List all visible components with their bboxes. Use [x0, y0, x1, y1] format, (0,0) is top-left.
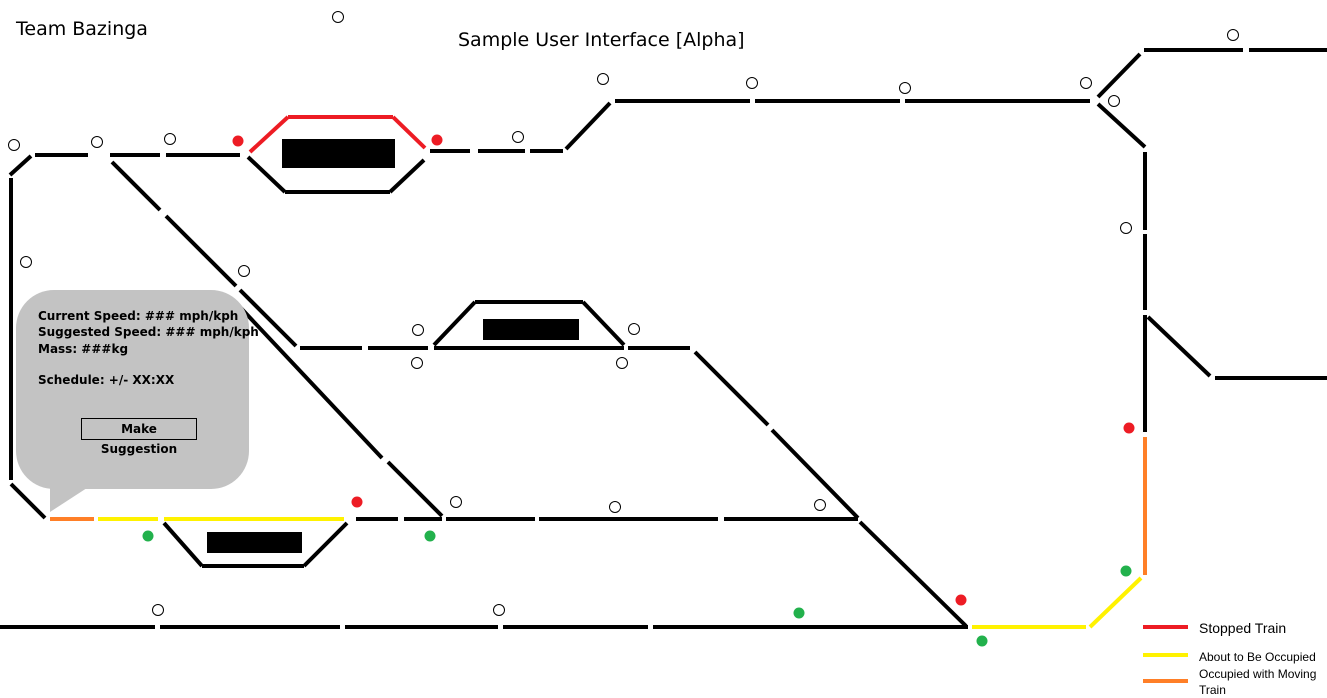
legend-about-label: About to Be Occupied — [1199, 650, 1316, 664]
station-platform[interactable] — [483, 319, 579, 340]
signal-empty-icon[interactable] — [20, 256, 32, 268]
track-segment — [236, 303, 384, 460]
track-segment — [564, 101, 612, 151]
track-segment — [391, 115, 427, 150]
station-platform[interactable] — [282, 139, 395, 168]
signal-empty-icon[interactable] — [332, 11, 344, 23]
signal-empty-icon[interactable] — [411, 357, 423, 369]
signal-empty-icon[interactable] — [1080, 77, 1092, 89]
track-segment — [9, 482, 47, 520]
track-segment — [110, 160, 162, 212]
signal-empty-icon[interactable] — [609, 501, 621, 513]
track-segment — [246, 155, 287, 194]
track-segment — [162, 521, 204, 568]
legend-moving-label: Occupied with Moving Train — [1199, 667, 1317, 697]
signal-red-icon[interactable] — [351, 496, 363, 508]
legend-stopped-label: Stopped Train — [1199, 620, 1287, 636]
signal-green-icon[interactable] — [793, 607, 805, 619]
track-segment — [770, 428, 860, 520]
track-segment — [388, 158, 426, 194]
signal-empty-icon[interactable] — [1120, 222, 1132, 234]
make-suggestion-button[interactable]: Make Suggestion — [81, 418, 197, 456]
track-segment — [1096, 102, 1147, 149]
track-segment — [581, 300, 626, 347]
signal-empty-icon[interactable] — [899, 82, 911, 94]
track-segment — [1096, 52, 1142, 99]
signal-green-icon[interactable] — [976, 635, 988, 647]
team-name: Team Bazinga — [16, 18, 148, 40]
station-platform[interactable] — [207, 532, 302, 553]
track-segment — [248, 115, 290, 154]
track-segment — [1088, 576, 1143, 629]
station-platforms — [207, 139, 579, 553]
mass-text: Mass: ###kg — [38, 342, 129, 356]
train-info-panel — [16, 290, 249, 489]
track-segment — [302, 521, 349, 568]
signal-empty-icon[interactable] — [616, 357, 628, 369]
track-segment — [1146, 315, 1212, 378]
current-speed-text: Current Speed: ### mph/kph — [38, 309, 239, 323]
track-segment — [386, 460, 444, 518]
signal-empty-icon[interactable] — [628, 323, 640, 335]
track-segment — [858, 520, 968, 628]
signal-empty-icon[interactable] — [814, 499, 826, 511]
signal-empty-icon[interactable] — [1227, 29, 1239, 41]
signal-empty-icon[interactable] — [1108, 95, 1120, 107]
schedule-text: Schedule: +/- XX:XX — [38, 373, 175, 387]
signal-red-icon[interactable] — [955, 594, 967, 606]
signal-green-icon[interactable] — [424, 530, 436, 542]
signal-red-icon[interactable] — [1123, 422, 1135, 434]
signal-empty-icon[interactable] — [597, 73, 609, 85]
signal-empty-icon[interactable] — [746, 77, 758, 89]
signal-empty-icon[interactable] — [412, 324, 424, 336]
track-segment — [164, 214, 238, 288]
signal-red-icon[interactable] — [232, 135, 244, 147]
signal-empty-icon[interactable] — [91, 136, 103, 148]
signal-empty-icon[interactable] — [238, 265, 250, 277]
track-segments — [0, 48, 1327, 683]
track-segment — [8, 154, 33, 177]
signal-green-icon[interactable] — [1120, 565, 1132, 577]
page-title: Sample User Interface [Alpha] — [458, 29, 745, 51]
signal-empty-icon[interactable] — [164, 133, 176, 145]
track-segment — [693, 350, 770, 427]
signal-green-icon[interactable] — [142, 530, 154, 542]
signal-empty-icon[interactable] — [152, 604, 164, 616]
signal-red-icon[interactable] — [431, 134, 443, 146]
signal-empty-icon[interactable] — [450, 496, 462, 508]
signal-empty-icon[interactable] — [8, 139, 20, 151]
signal-empty-icon[interactable] — [512, 131, 524, 143]
track-segment — [432, 300, 477, 347]
track-segment — [238, 288, 298, 348]
signal-empty-icon[interactable] — [493, 604, 505, 616]
train-info-panel-pointer — [50, 486, 90, 512]
suggested-speed-text: Suggested Speed: ### mph/kph — [38, 325, 259, 339]
signals — [8, 11, 1239, 647]
